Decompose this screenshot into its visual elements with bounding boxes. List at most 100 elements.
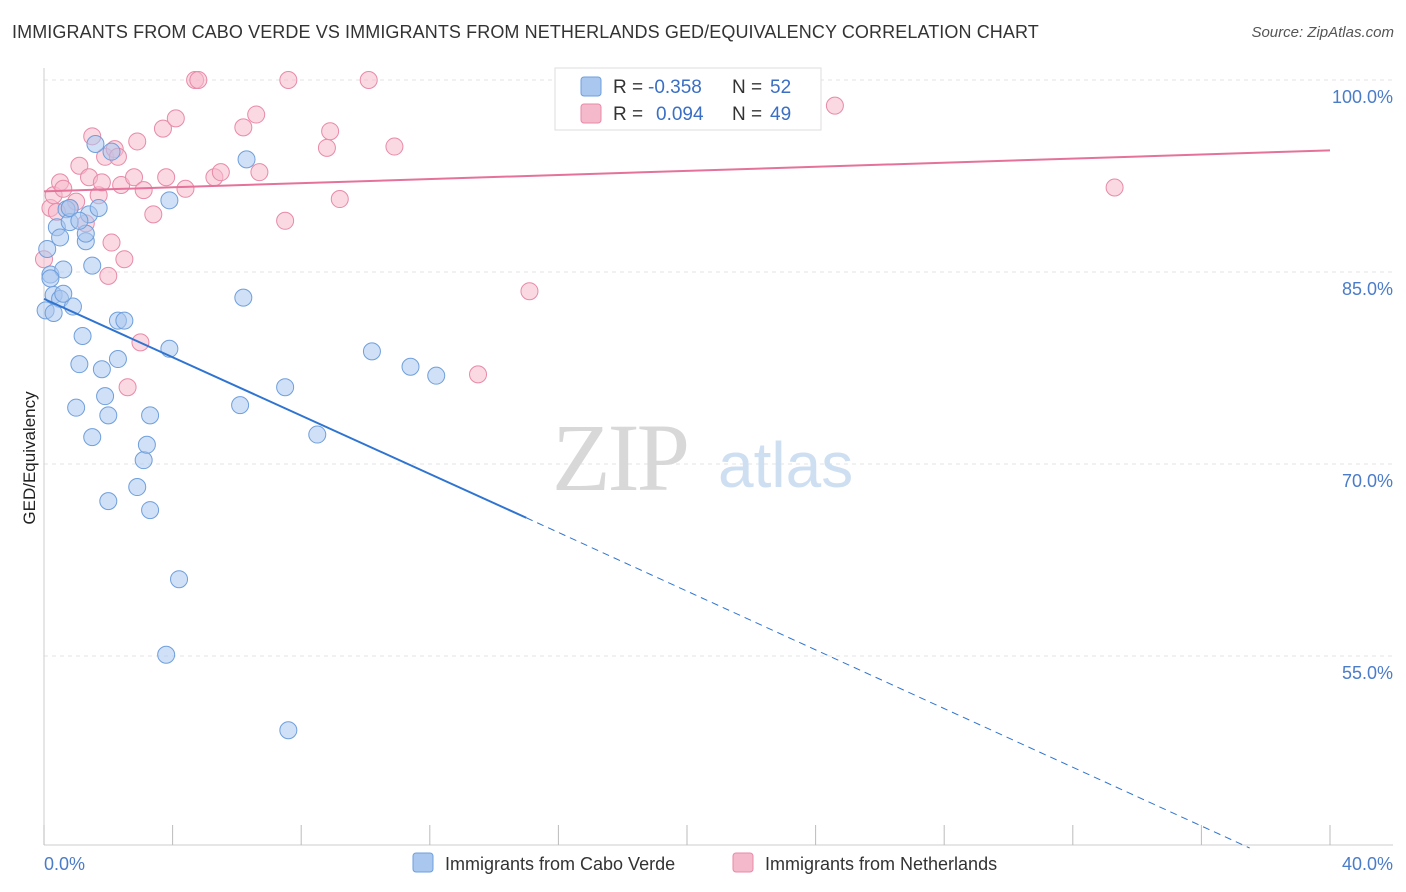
- cabo-verde-point: [73, 327, 92, 345]
- cabo-verde-point: [83, 428, 102, 447]
- cabo-verde-point: [51, 228, 70, 247]
- netherlands-point: [330, 190, 349, 209]
- cabo-verde-point: [308, 425, 327, 444]
- netherlands-point: [317, 138, 336, 157]
- cabo-verde-point: [86, 135, 105, 153]
- x-tick-label-max: 40.0%: [1342, 854, 1393, 874]
- cabo-verde-point: [115, 311, 134, 330]
- netherlands-point: [1105, 178, 1124, 197]
- legend-r-value-2: 0.094: [656, 104, 704, 125]
- netherlands-point: [144, 205, 163, 224]
- cabo-verde-point: [102, 142, 121, 161]
- netherlands-point: [279, 71, 298, 89]
- series-swatch-cabo-verde: [412, 852, 434, 873]
- legend-swatch-pink: [580, 103, 602, 124]
- chart-title: IMMIGRANTS FROM CABO VERDE VS IMMIGRANTS…: [12, 22, 1039, 42]
- cabo-verde-point: [160, 191, 179, 210]
- netherlands-point: [359, 71, 378, 89]
- netherlands-point: [166, 109, 185, 128]
- y-axis-label: GED/Equivalency: [20, 391, 39, 525]
- cabo-verde-point: [362, 342, 381, 361]
- cabo-verde-point: [92, 360, 111, 379]
- cabo-verde-point: [108, 350, 127, 369]
- netherlands-point: [153, 119, 172, 138]
- trend-lines: [43, 149, 1331, 849]
- cabo-verde-point: [54, 260, 73, 279]
- cabo-verde-point: [70, 355, 89, 374]
- cabo-verde-point: [157, 645, 176, 664]
- netherlands-point: [321, 122, 340, 141]
- cabo-verde-point: [60, 199, 79, 217]
- legend-n-label-2: N =: [732, 104, 762, 125]
- cabo-verde-point: [170, 570, 189, 589]
- netherlands-point: [102, 233, 121, 252]
- netherlands-point: [118, 378, 137, 397]
- series-swatch-netherlands: [732, 852, 754, 873]
- cabo-verde-trend-line: [43, 297, 527, 519]
- y-tick-label: 55.0%: [1342, 663, 1393, 683]
- netherlands-point: [157, 168, 176, 187]
- netherlands-point: [825, 96, 844, 115]
- netherlands-point: [70, 156, 89, 175]
- netherlands-point: [520, 282, 539, 301]
- cabo-verde-point: [427, 366, 446, 385]
- y-tick-label: 100.0%: [1332, 87, 1393, 107]
- legend-n-value-1: 52: [770, 77, 791, 98]
- legend-r-label-2: R =: [613, 104, 643, 125]
- watermark-atlas: atlas: [718, 429, 853, 501]
- axes: [43, 68, 1393, 846]
- cabo-verde-point: [41, 269, 60, 288]
- cabo-verde-point: [401, 357, 420, 376]
- cabo-verde-point: [128, 478, 147, 497]
- cabo-verde-point: [96, 387, 115, 406]
- cabo-verde-point: [99, 492, 118, 511]
- y-tick-label: 70.0%: [1342, 471, 1393, 491]
- netherlands-point: [125, 168, 144, 187]
- netherlands-point: [92, 173, 111, 192]
- cabo-verde-point: [134, 451, 153, 470]
- cabo-verde-point: [83, 256, 102, 275]
- netherlands-point: [54, 179, 73, 198]
- x-tick-label-min: 0.0%: [44, 854, 85, 874]
- netherlands-point: [115, 250, 134, 269]
- netherlands-point: [469, 365, 488, 384]
- netherlands-point: [250, 163, 269, 182]
- correlation-legend: R = -0.358 N = 52 R = 0.094 N = 49: [554, 67, 822, 131]
- legend-n-value-2: 49: [770, 104, 791, 125]
- cabo-verde-point: [54, 284, 73, 303]
- legend-r-label-1: R =: [613, 77, 643, 98]
- netherlands-point: [234, 118, 253, 137]
- netherlands-point: [189, 71, 208, 89]
- cabo-verde-point: [141, 406, 160, 425]
- legend-n-label-1: N =: [732, 77, 762, 98]
- cabo-verde-point: [237, 150, 256, 169]
- cabo-verde-point: [38, 239, 57, 258]
- cabo-verde-points: [36, 135, 446, 740]
- netherlands-point: [134, 181, 153, 200]
- cabo-verde-point: [231, 396, 250, 415]
- netherlands-point: [99, 266, 118, 285]
- series-label-cabo-verde: Immigrants from Cabo Verde: [445, 854, 675, 874]
- netherlands-point: [128, 132, 147, 151]
- cabo-verde-point: [70, 211, 89, 230]
- cabo-verde-trend-extension: [526, 517, 1250, 849]
- cabo-verde-point: [89, 199, 108, 217]
- cabo-verde-point: [279, 721, 298, 740]
- cabo-verde-point: [44, 303, 63, 322]
- cabo-verde-point: [99, 406, 118, 425]
- series-label-netherlands: Immigrants from Netherlands: [765, 854, 997, 874]
- netherlands-point: [211, 163, 230, 182]
- watermark-zip: ZIP: [552, 404, 687, 511]
- netherlands-trend-line: [43, 149, 1331, 193]
- netherlands-point: [276, 211, 295, 230]
- cabo-verde-point: [234, 288, 253, 307]
- source-label: Source: ZipAtlas.com: [1251, 24, 1394, 41]
- series-legend: Immigrants from Cabo Verde Immigrants fr…: [412, 852, 997, 874]
- netherlands-point: [385, 137, 404, 156]
- cabo-verde-point: [141, 501, 160, 520]
- netherlands-point: [247, 105, 266, 124]
- cabo-verde-point: [137, 435, 156, 454]
- cabo-verde-point: [67, 398, 86, 417]
- y-tick-labels: 55.0% 70.0% 85.0% 100.0%: [1332, 87, 1393, 683]
